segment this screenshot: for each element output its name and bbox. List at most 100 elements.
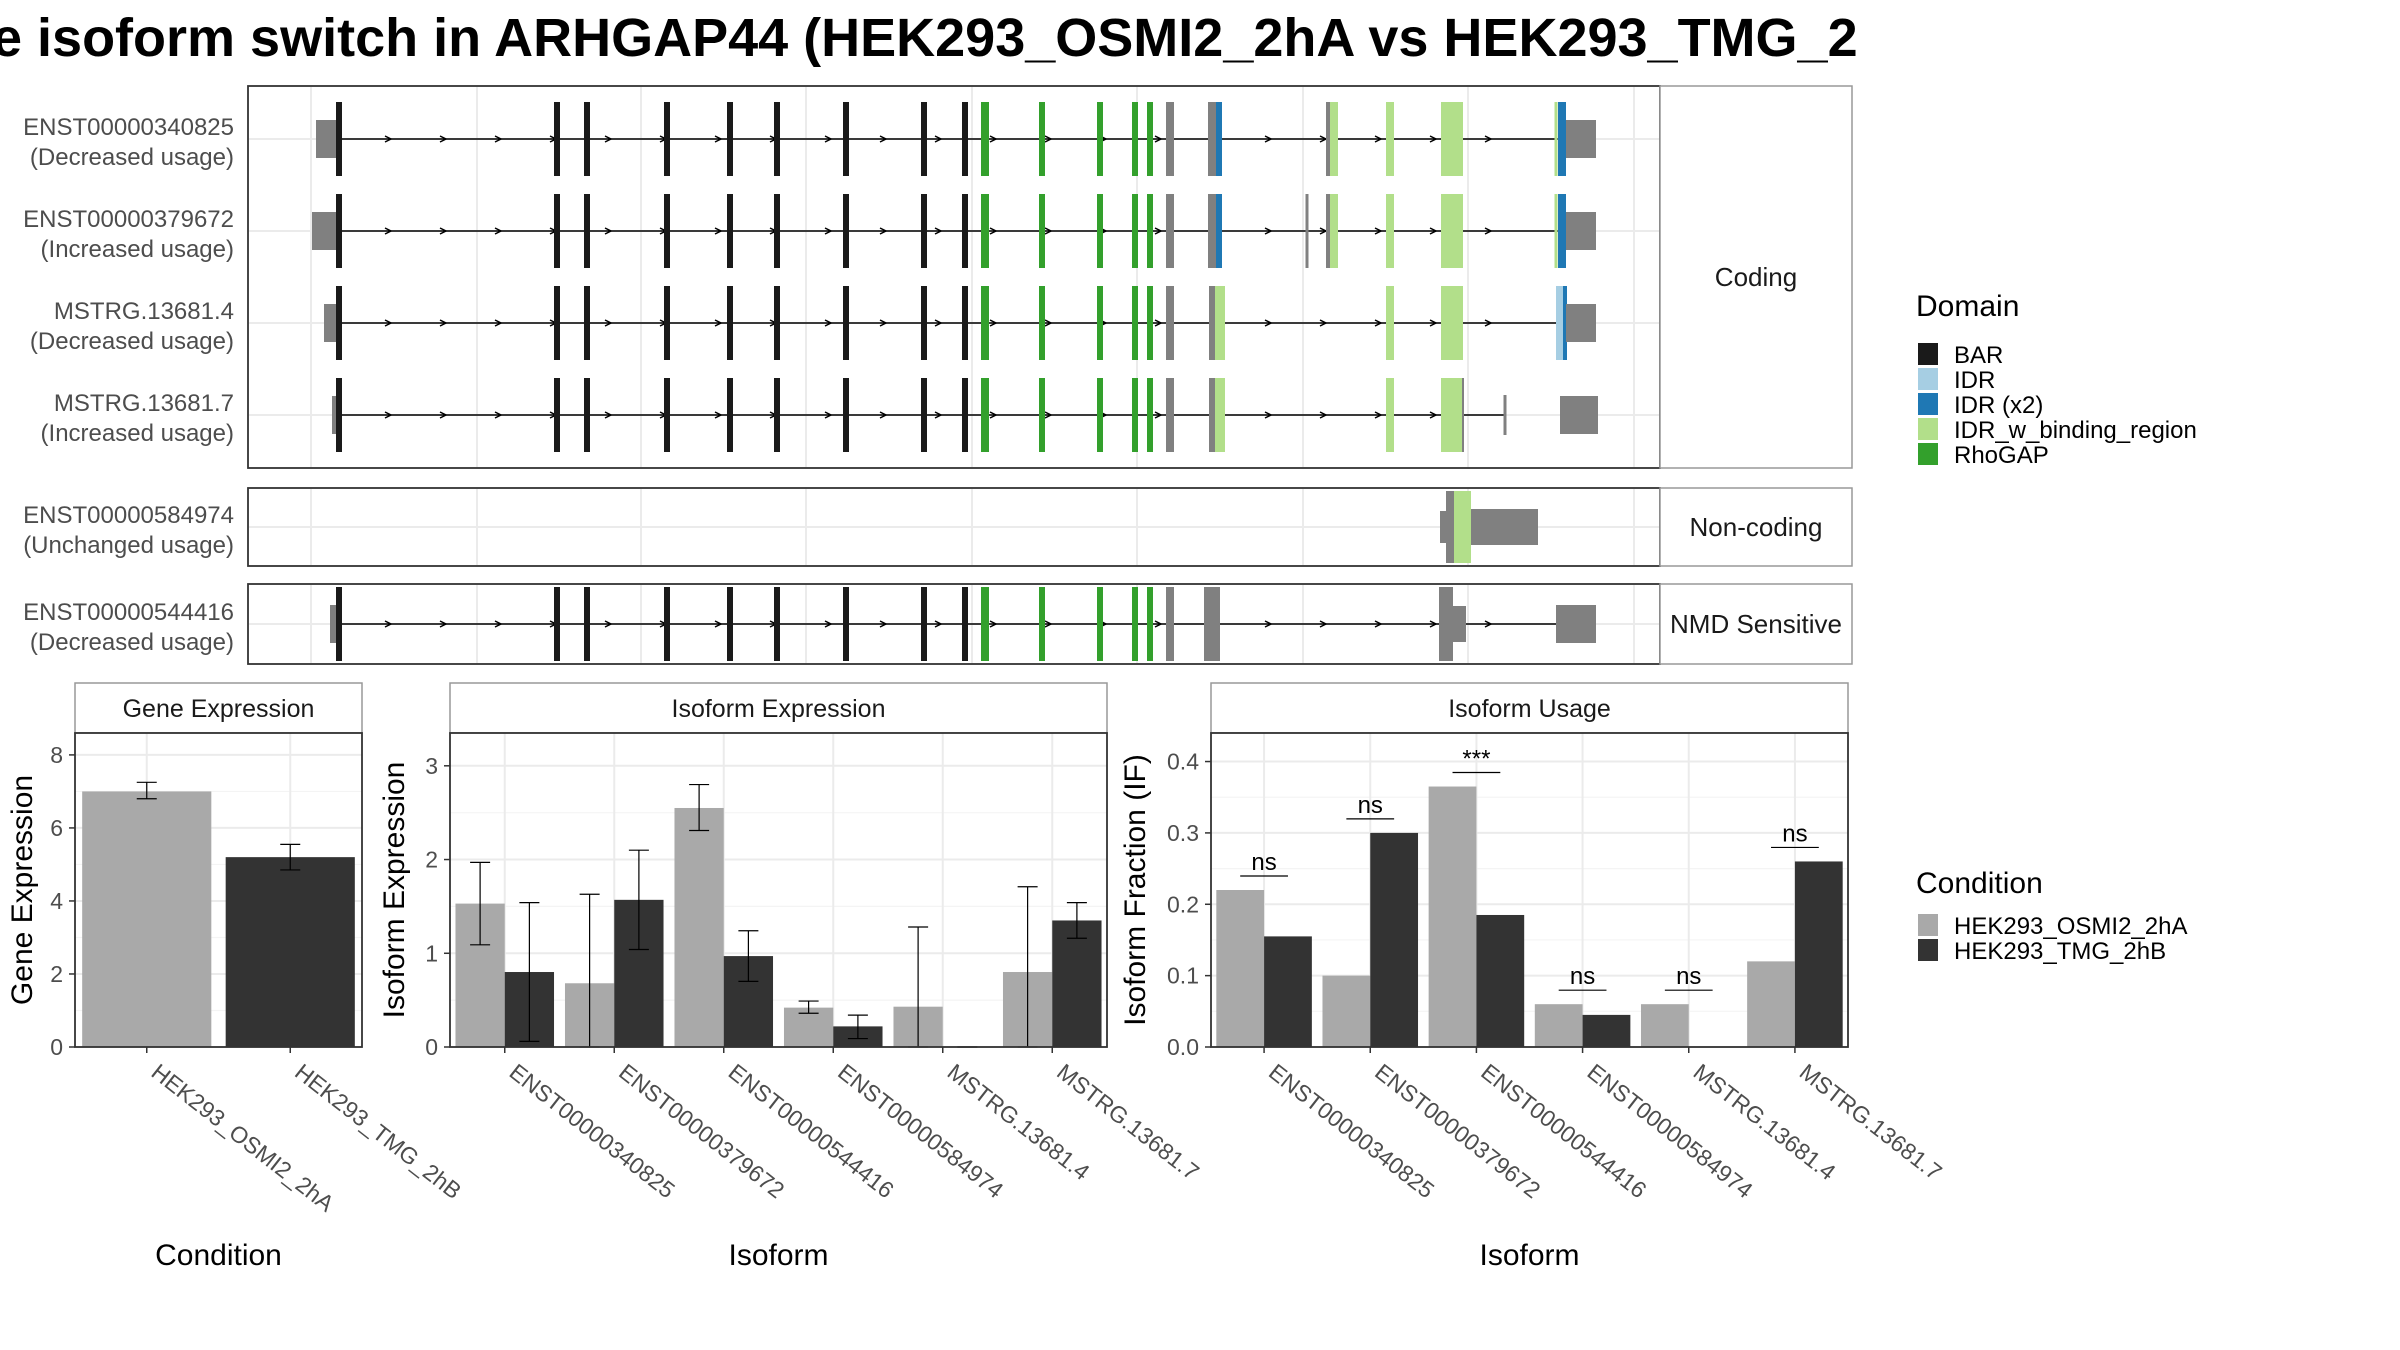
intron-arrow [439,620,448,628]
exon [1166,194,1174,268]
exon [981,286,989,360]
intron-arrow [714,135,723,143]
intron-arrow [879,227,888,235]
exon [1147,587,1153,661]
utr-3prime [1566,120,1596,158]
plot-frame [449,732,1108,1048]
intron-arrow [1429,620,1438,628]
exon [774,587,780,661]
exon [727,587,733,661]
y-tick-label: 8 [50,742,63,768]
intron-arrow [989,319,998,327]
exon [1039,378,1045,452]
exon [843,286,849,360]
exon [1132,102,1138,176]
exon [1208,102,1218,176]
exon [1386,286,1394,360]
utr-5prime [312,212,339,250]
y-tick-label: 3 [425,753,438,779]
exon [336,102,342,176]
intron-arrow [1429,227,1438,235]
bar [674,807,724,1047]
intron-arrow [604,135,613,143]
significance-label: ns [1570,963,1595,990]
exon [1132,194,1138,268]
exon [1097,286,1103,360]
exon [336,378,342,452]
exon [584,286,590,360]
plot-background [1211,733,1848,1047]
condition-legend-label: HEK293_TMG_2hB [1954,938,2166,965]
exon [1132,587,1138,661]
intron-arrow [439,135,448,143]
panel-strip-0 [1659,85,1853,469]
exon [1147,102,1153,176]
exon [554,378,560,452]
intron-arrow [714,411,723,419]
exon [336,286,342,360]
intron-arrow [604,411,613,419]
intron-arrow [1154,319,1163,327]
intron-arrow [439,227,448,235]
intron-arrow [934,227,943,235]
intron-arrow [1264,411,1273,419]
intron-arrow [879,135,888,143]
intron-arrow [494,135,503,143]
intron-arrow [384,411,393,419]
intron-arrow [494,319,503,327]
y-tick-label: 6 [50,815,63,841]
facet-strip [74,682,363,734]
isoform-usage-label: (Decreased usage) [30,144,234,171]
exon [1556,286,1564,360]
exon [1208,194,1218,268]
exon [1216,194,1222,268]
domain-legend-key [1918,443,1938,465]
panel-strip-1 [1659,487,1853,567]
exon [1386,102,1394,176]
exon [1215,286,1225,360]
intron-arrow [879,411,888,419]
plot-background [450,733,1107,1047]
intron-arrow [1154,135,1163,143]
exon [554,194,560,268]
exon [921,102,927,176]
exon [584,378,590,452]
condition-legend-title: Condition [1916,867,2043,900]
exon [1209,378,1219,452]
utr-3prime [1556,605,1596,643]
intron-arrow [934,319,943,327]
intron-arrow [1154,411,1163,419]
intron-arrow [1044,620,1053,628]
x-axis-title: Condition [155,1239,282,1272]
exon [1097,587,1103,661]
condition-legend-key [1918,914,1938,936]
x-axis-title: Isoform [728,1239,828,1272]
intron-arrow [439,319,448,327]
bar [1534,1004,1583,1047]
domain-legend-label: IDR (x2) [1954,392,2043,419]
isoform-id-label: MSTRG.13681.4 [54,298,234,325]
intron-arrow [1264,135,1273,143]
chart-title: Gene Expression [123,695,315,723]
bar [1322,975,1371,1047]
exon [981,102,989,176]
structure-panel-0 [247,85,1661,469]
bar [1747,961,1795,1047]
bar [1794,861,1843,1047]
exon [1039,286,1045,360]
exon [962,102,968,176]
panel-strip-2 [1659,583,1853,665]
significance-label: ns [1251,849,1276,876]
y-tick-label: 1 [425,940,438,966]
noncoding-exon [1466,509,1538,545]
intron-arrow [494,620,503,628]
exon [1554,102,1558,176]
exon [554,102,560,176]
intron-arrow [439,411,448,419]
domain-legend-label: RhoGAP [1954,442,2049,469]
utr-3prime [1566,212,1596,250]
exon [1563,286,1567,360]
exon [336,587,342,661]
exon [1326,102,1332,176]
